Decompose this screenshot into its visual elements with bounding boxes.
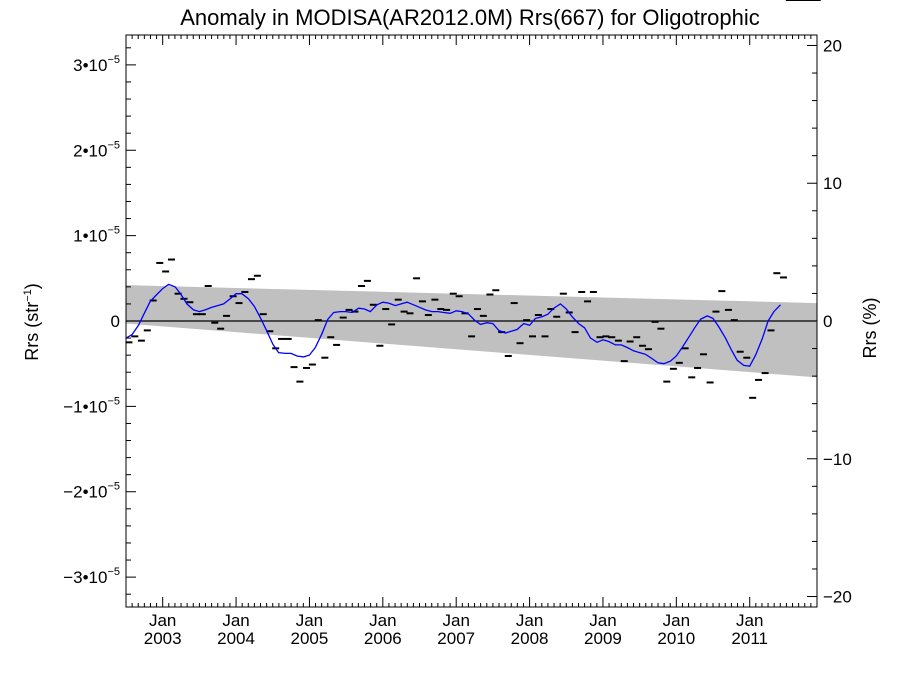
x-tick-label: 2005 <box>291 629 329 648</box>
chart-title: Anomaly in MODISA(AR2012.0M) Rrs(667) fo… <box>180 5 760 30</box>
plot-frame <box>125 34 818 608</box>
x-tick-label: 2008 <box>511 629 549 648</box>
y-left-tick-label: 2•10−5 <box>73 139 120 160</box>
x-tick-label: Jan <box>736 611 763 630</box>
x-tick-label: 2009 <box>584 629 622 648</box>
x-tick-label: Jan <box>516 611 543 630</box>
x-tick-label: Jan <box>149 611 176 630</box>
y-left-tick-label: 3•10−5 <box>73 54 120 75</box>
x-tick-label: 2011 <box>731 629 768 648</box>
x-tick-label: Jan <box>442 611 469 630</box>
y-right-tick-label: 20 <box>823 36 842 55</box>
x-tick-label: 2006 <box>364 629 402 648</box>
y-left-tick-label: −2•10−5 <box>63 481 120 502</box>
x-tick-label: Jan <box>296 611 323 630</box>
y-axis-left: 3•10−5 2•10−5 1•10−5 0 −1•10−5 −2•10−5 −3•10−5 <box>63 47 136 595</box>
y-axis-right-label: Rrs (%) <box>860 298 880 359</box>
y-left-tick-label: −1•10−5 <box>63 395 120 416</box>
y-left-tick-label: 1•10−5 <box>73 225 120 246</box>
y-left-tick-label: −3•10−5 <box>63 566 120 587</box>
y-axis-right: 20 10 0 −10 −20 <box>807 36 852 607</box>
smoothed-series-line <box>125 283 781 367</box>
y-right-tick-label: −20 <box>823 588 852 607</box>
y-right-tick-label: 10 <box>823 174 842 193</box>
x-tick-label: Jan <box>369 611 396 630</box>
y-right-tick-label: −10 <box>823 450 852 469</box>
x-tick-label: Jan <box>589 611 616 630</box>
x-tick-label: 2003 <box>144 629 182 648</box>
x-tick-label: 2007 <box>437 629 475 648</box>
x-tick-label: 2004 <box>217 629 255 648</box>
y-axis-left-label: Rrs (str−1) <box>22 283 42 361</box>
y-right-tick-label: 0 <box>823 312 832 331</box>
plot-area <box>125 0 821 399</box>
x-tick-label: 2010 <box>657 629 695 648</box>
x-tick-label: Jan <box>663 611 690 630</box>
x-axis: Jan2003Jan2004Jan2005Jan2006Jan2007Jan20… <box>125 35 818 648</box>
y-left-tick-label: 0 <box>111 312 120 331</box>
x-tick-label: Jan <box>222 611 249 630</box>
